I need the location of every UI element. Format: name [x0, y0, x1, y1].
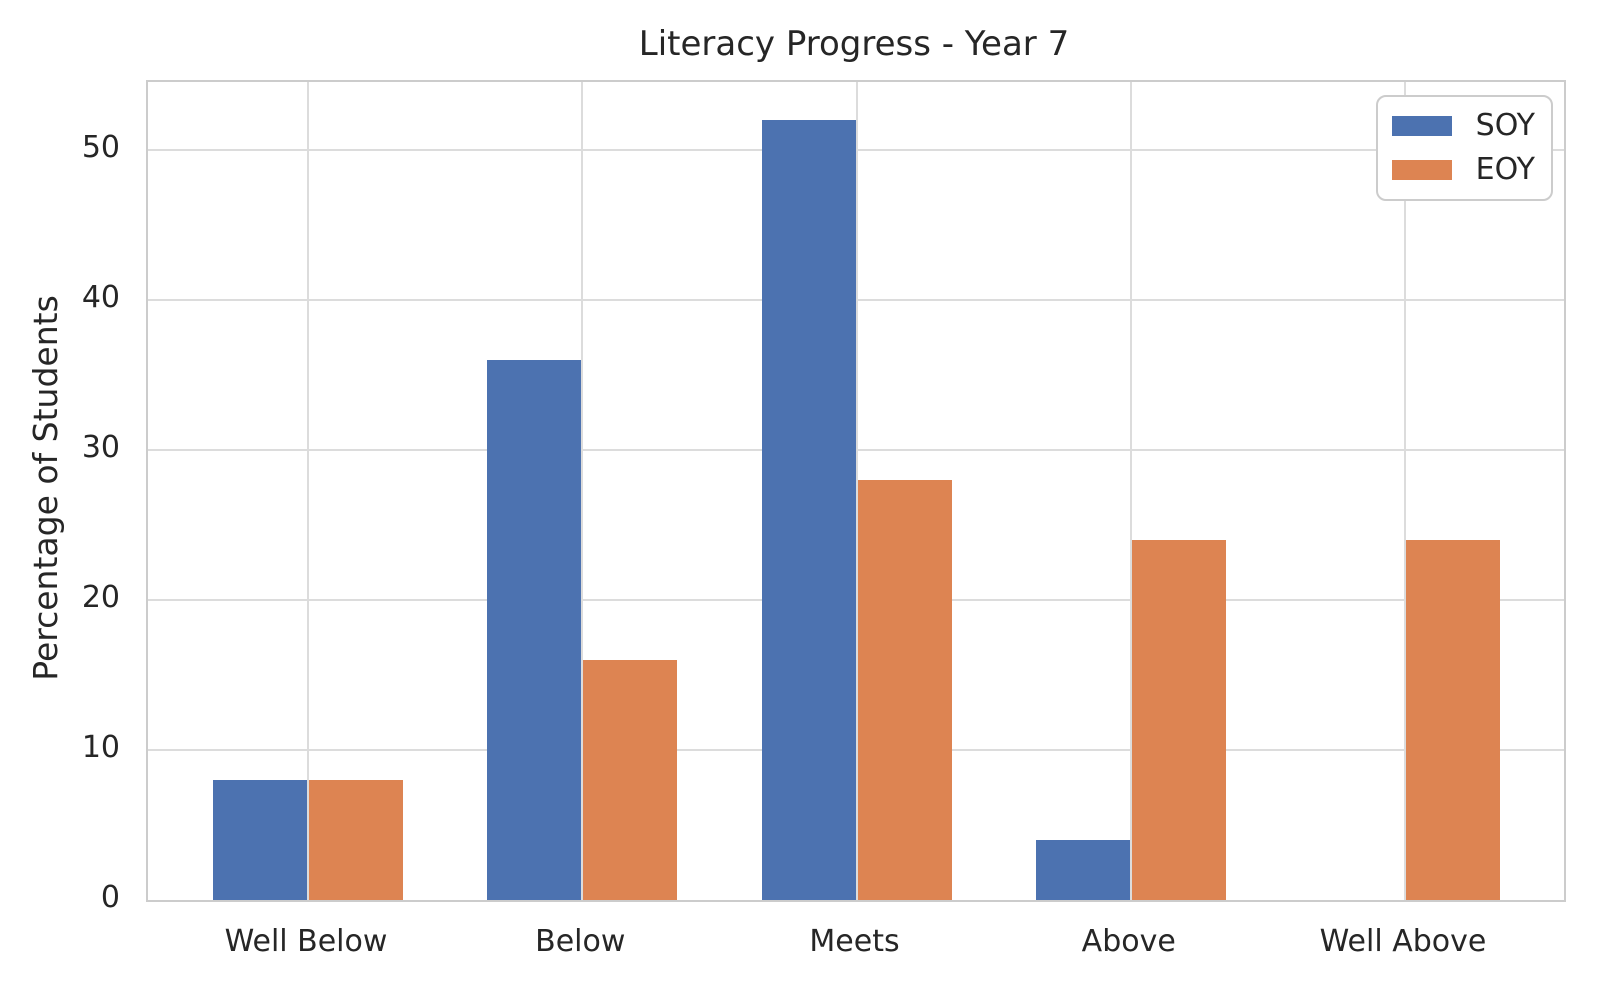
x-tick-label-well-below: Well Below	[224, 924, 388, 959]
y-tick-label-50: 50	[81, 129, 120, 165]
bar-eoy-well-below	[309, 780, 403, 900]
v-gridline-well-above	[1404, 82, 1406, 900]
legend-item-soy: SOY	[1391, 108, 1535, 143]
x-tick-label-below: Below	[535, 924, 626, 959]
y-tick-label-0: 0	[100, 880, 120, 915]
h-gridline-30	[148, 448, 1564, 451]
bar-eoy-meets	[857, 480, 952, 900]
bar-eoy-above	[1131, 540, 1226, 900]
bar-eoy-below	[583, 660, 678, 900]
legend-swatch-soy	[1391, 116, 1452, 136]
v-gridline-well-below	[307, 82, 309, 900]
legend: SOY EOY	[1375, 95, 1553, 201]
h-gridline-20	[148, 598, 1564, 601]
h-gridline-50	[148, 148, 1564, 151]
y-tick-label-30: 30	[81, 429, 120, 465]
legend-swatch-eoy	[1391, 160, 1452, 180]
v-gridline-meets	[855, 82, 858, 900]
legend-item-eoy: EOY	[1391, 152, 1535, 187]
legend-label-eoy: EOY	[1475, 152, 1535, 187]
h-gridline-40	[148, 298, 1564, 301]
v-gridline-below	[581, 82, 584, 900]
y-tick-label-20: 20	[81, 579, 120, 615]
bar-soy-well-below	[213, 780, 307, 900]
bar-eoy-well-above	[1406, 540, 1500, 900]
x-tick-label-well-above: Well Above	[1319, 924, 1487, 959]
x-tick-label-meets: Meets	[809, 924, 900, 959]
legend-label-soy: SOY	[1475, 108, 1535, 143]
y-axis-label: Percentage of Students	[26, 295, 65, 681]
v-gridline-above	[1129, 82, 1132, 900]
bar-soy-meets	[761, 120, 856, 900]
y-tick-label-10: 10	[81, 729, 120, 765]
bar-soy-above	[1035, 840, 1130, 900]
x-tick-label-above: Above	[1081, 924, 1176, 959]
h-gridline-10	[148, 748, 1564, 751]
plot-area: SOY EOY	[146, 80, 1566, 902]
bar-soy-below	[487, 360, 582, 900]
chart-title: Literacy Progress - Year 7	[638, 24, 1070, 64]
y-tick-label-40: 40	[81, 279, 120, 315]
